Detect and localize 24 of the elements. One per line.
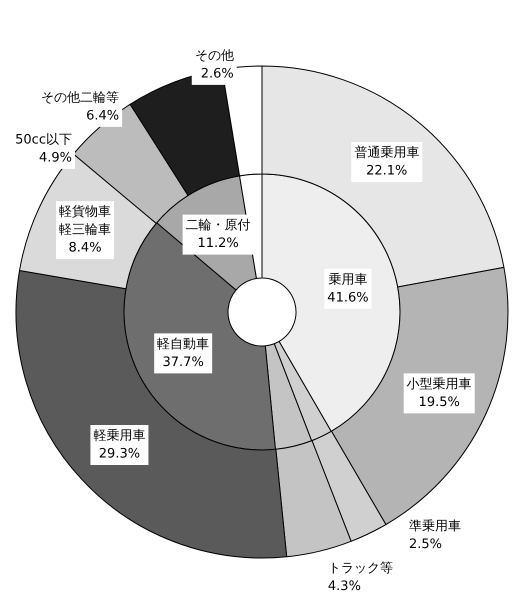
- data-label: 22.1%: [366, 164, 408, 179]
- data-label: 4.9%: [38, 150, 72, 166]
- data-label: 8.4%: [68, 240, 102, 256]
- slice-label: その他: [194, 48, 234, 64]
- slice-label: 軽貨物車軽三輪車: [59, 204, 112, 238]
- slice-label: 二輪・原付: [186, 218, 251, 234]
- data-label: 29.3%: [98, 446, 140, 462]
- data-label: 41.6%: [327, 290, 369, 306]
- slice-label: 乗用車: [328, 272, 368, 288]
- data-label: 2.5%: [408, 536, 442, 552]
- slice-label: 普通乗用車: [354, 144, 420, 161]
- slice-label: トラック等: [328, 560, 393, 576]
- data-label: 2.6%: [200, 66, 234, 82]
- data-label: 37.7%: [162, 354, 204, 370]
- slice-label: 軽自動車: [157, 336, 210, 352]
- slice-label: 軽乗用車: [93, 428, 146, 444]
- slice-label: 小型乗用車: [406, 376, 472, 392]
- slice-label: 50cc以下: [15, 132, 72, 148]
- slice-label: その他二輪等: [41, 90, 120, 106]
- data-label: 4.3%: [328, 578, 361, 594]
- data-label: 19.5%: [418, 394, 460, 410]
- data-label: 6.4%: [86, 108, 120, 124]
- slice-label: 準乗用車: [408, 518, 461, 534]
- data-label: 11.2%: [197, 236, 239, 252]
